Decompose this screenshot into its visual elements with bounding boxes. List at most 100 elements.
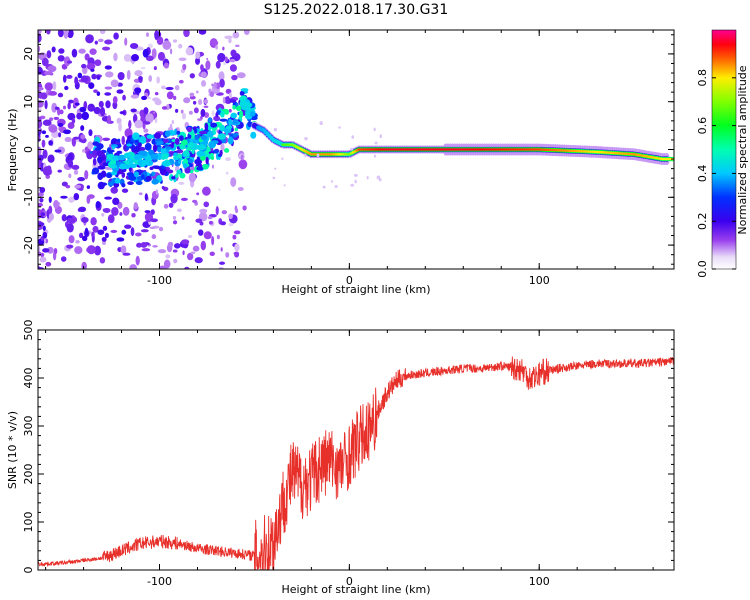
noise-blob: [155, 189, 159, 195]
noise-blob: [110, 215, 114, 222]
noise-blob: [63, 56, 71, 67]
noise-blob: [152, 245, 158, 248]
spectral-blob: [141, 174, 145, 180]
spectrogram-y-ticks: -20 -10 0 10 20: [22, 34, 674, 265]
noise-blob: [141, 248, 151, 252]
y-tick-label: -20: [22, 236, 35, 254]
noise-blob: [379, 134, 383, 139]
spectral-blob: [200, 135, 208, 141]
noise-blob: [181, 239, 190, 245]
noise-blob: [193, 107, 199, 114]
noise-blob: [232, 234, 237, 240]
noise-blob: [67, 60, 73, 64]
noise-blob: [207, 216, 213, 220]
noise-blob: [223, 62, 227, 66]
spectral-blob: [229, 99, 237, 103]
noise-blob: [195, 51, 201, 60]
noise-blob: [200, 240, 207, 251]
noise-blob: [211, 110, 215, 117]
x-tick-label: -100: [147, 575, 172, 588]
noise-blob: [45, 134, 49, 138]
spectral-blob: [97, 172, 104, 181]
noise-blob: [39, 197, 44, 203]
spectral-blob: [119, 163, 127, 170]
noise-blob: [235, 44, 240, 47]
noise-blob: [102, 240, 106, 246]
noise-blob: [188, 110, 193, 115]
noise-blob: [240, 154, 244, 161]
noise-blob: [215, 205, 219, 216]
noise-blob: [378, 178, 382, 182]
noise-blob: [100, 107, 106, 117]
noise-blob: [113, 32, 119, 40]
noise-blob: [48, 205, 53, 214]
noise-blob: [121, 229, 127, 235]
noise-blob: [52, 81, 57, 91]
noise-blob: [75, 240, 80, 244]
colorbar-ticks: 0.0 0.2 0.4 0.6 0.8: [696, 69, 736, 278]
noise-blob: [135, 232, 142, 237]
spectral-blob: [123, 152, 132, 159]
spectral-blob: [171, 176, 176, 180]
noise-blob: [65, 184, 71, 189]
snr-marks: [38, 356, 674, 570]
noise-blob: [183, 97, 191, 104]
noise-blob: [81, 217, 89, 223]
noise-blob: [143, 107, 149, 115]
spectral-blob: [153, 132, 161, 139]
noise-blob: [61, 214, 67, 222]
noise-blob: [42, 119, 52, 126]
noise-blob: [161, 186, 165, 190]
noise-blob: [67, 122, 75, 130]
noise-blob: [102, 208, 108, 212]
noise-blob: [203, 201, 210, 208]
noise-blob: [91, 231, 95, 238]
noise-blob: [281, 157, 284, 160]
y-tick-label: 0: [22, 146, 35, 153]
noise-blob: [209, 91, 215, 98]
spectral-blob: [175, 173, 179, 178]
spectral-blob: [194, 127, 198, 134]
noise-blob: [173, 258, 178, 264]
y-tick-label: 300: [22, 416, 35, 437]
spectral-blob: [250, 131, 257, 139]
y-tick-label: 200: [22, 464, 35, 485]
noise-blob: [353, 173, 358, 177]
noise-blob: [48, 212, 54, 221]
noise-blob: [354, 179, 357, 184]
noise-blob: [197, 118, 203, 121]
noise-blob: [349, 147, 354, 151]
noise-blob: [38, 163, 41, 169]
noise-blob: [216, 234, 220, 240]
noise-blob: [80, 125, 85, 131]
spectral-blob: [205, 156, 209, 165]
noise-blob: [211, 83, 214, 87]
noise-blob: [90, 68, 95, 72]
noise-blob: [99, 257, 106, 264]
noise-blob: [47, 154, 55, 163]
noise-blob: [163, 62, 170, 69]
noise-blob: [283, 184, 286, 187]
noise-blob: [44, 100, 48, 110]
noise-blob: [68, 99, 74, 104]
noise-blob: [233, 230, 241, 235]
noise-blob: [68, 235, 75, 244]
noise-blob: [188, 172, 197, 183]
spectral-blob: [191, 148, 195, 155]
noise-blob: [228, 108, 232, 113]
noise-blob: [165, 86, 174, 91]
noise-blob: [304, 153, 307, 158]
noise-blob: [238, 159, 248, 170]
noise-blob: [88, 129, 93, 137]
spectral-blob: [127, 181, 134, 186]
noise-blob: [45, 261, 52, 267]
spectral-blob: [240, 88, 249, 92]
noise-blob: [236, 72, 246, 79]
noise-blob: [351, 135, 355, 139]
noise-blob: [118, 122, 122, 132]
noise-blob: [140, 229, 149, 233]
noise-blob: [131, 212, 136, 218]
noise-blob: [93, 89, 98, 93]
noise-blob: [42, 225, 46, 231]
noise-blob: [133, 202, 139, 210]
